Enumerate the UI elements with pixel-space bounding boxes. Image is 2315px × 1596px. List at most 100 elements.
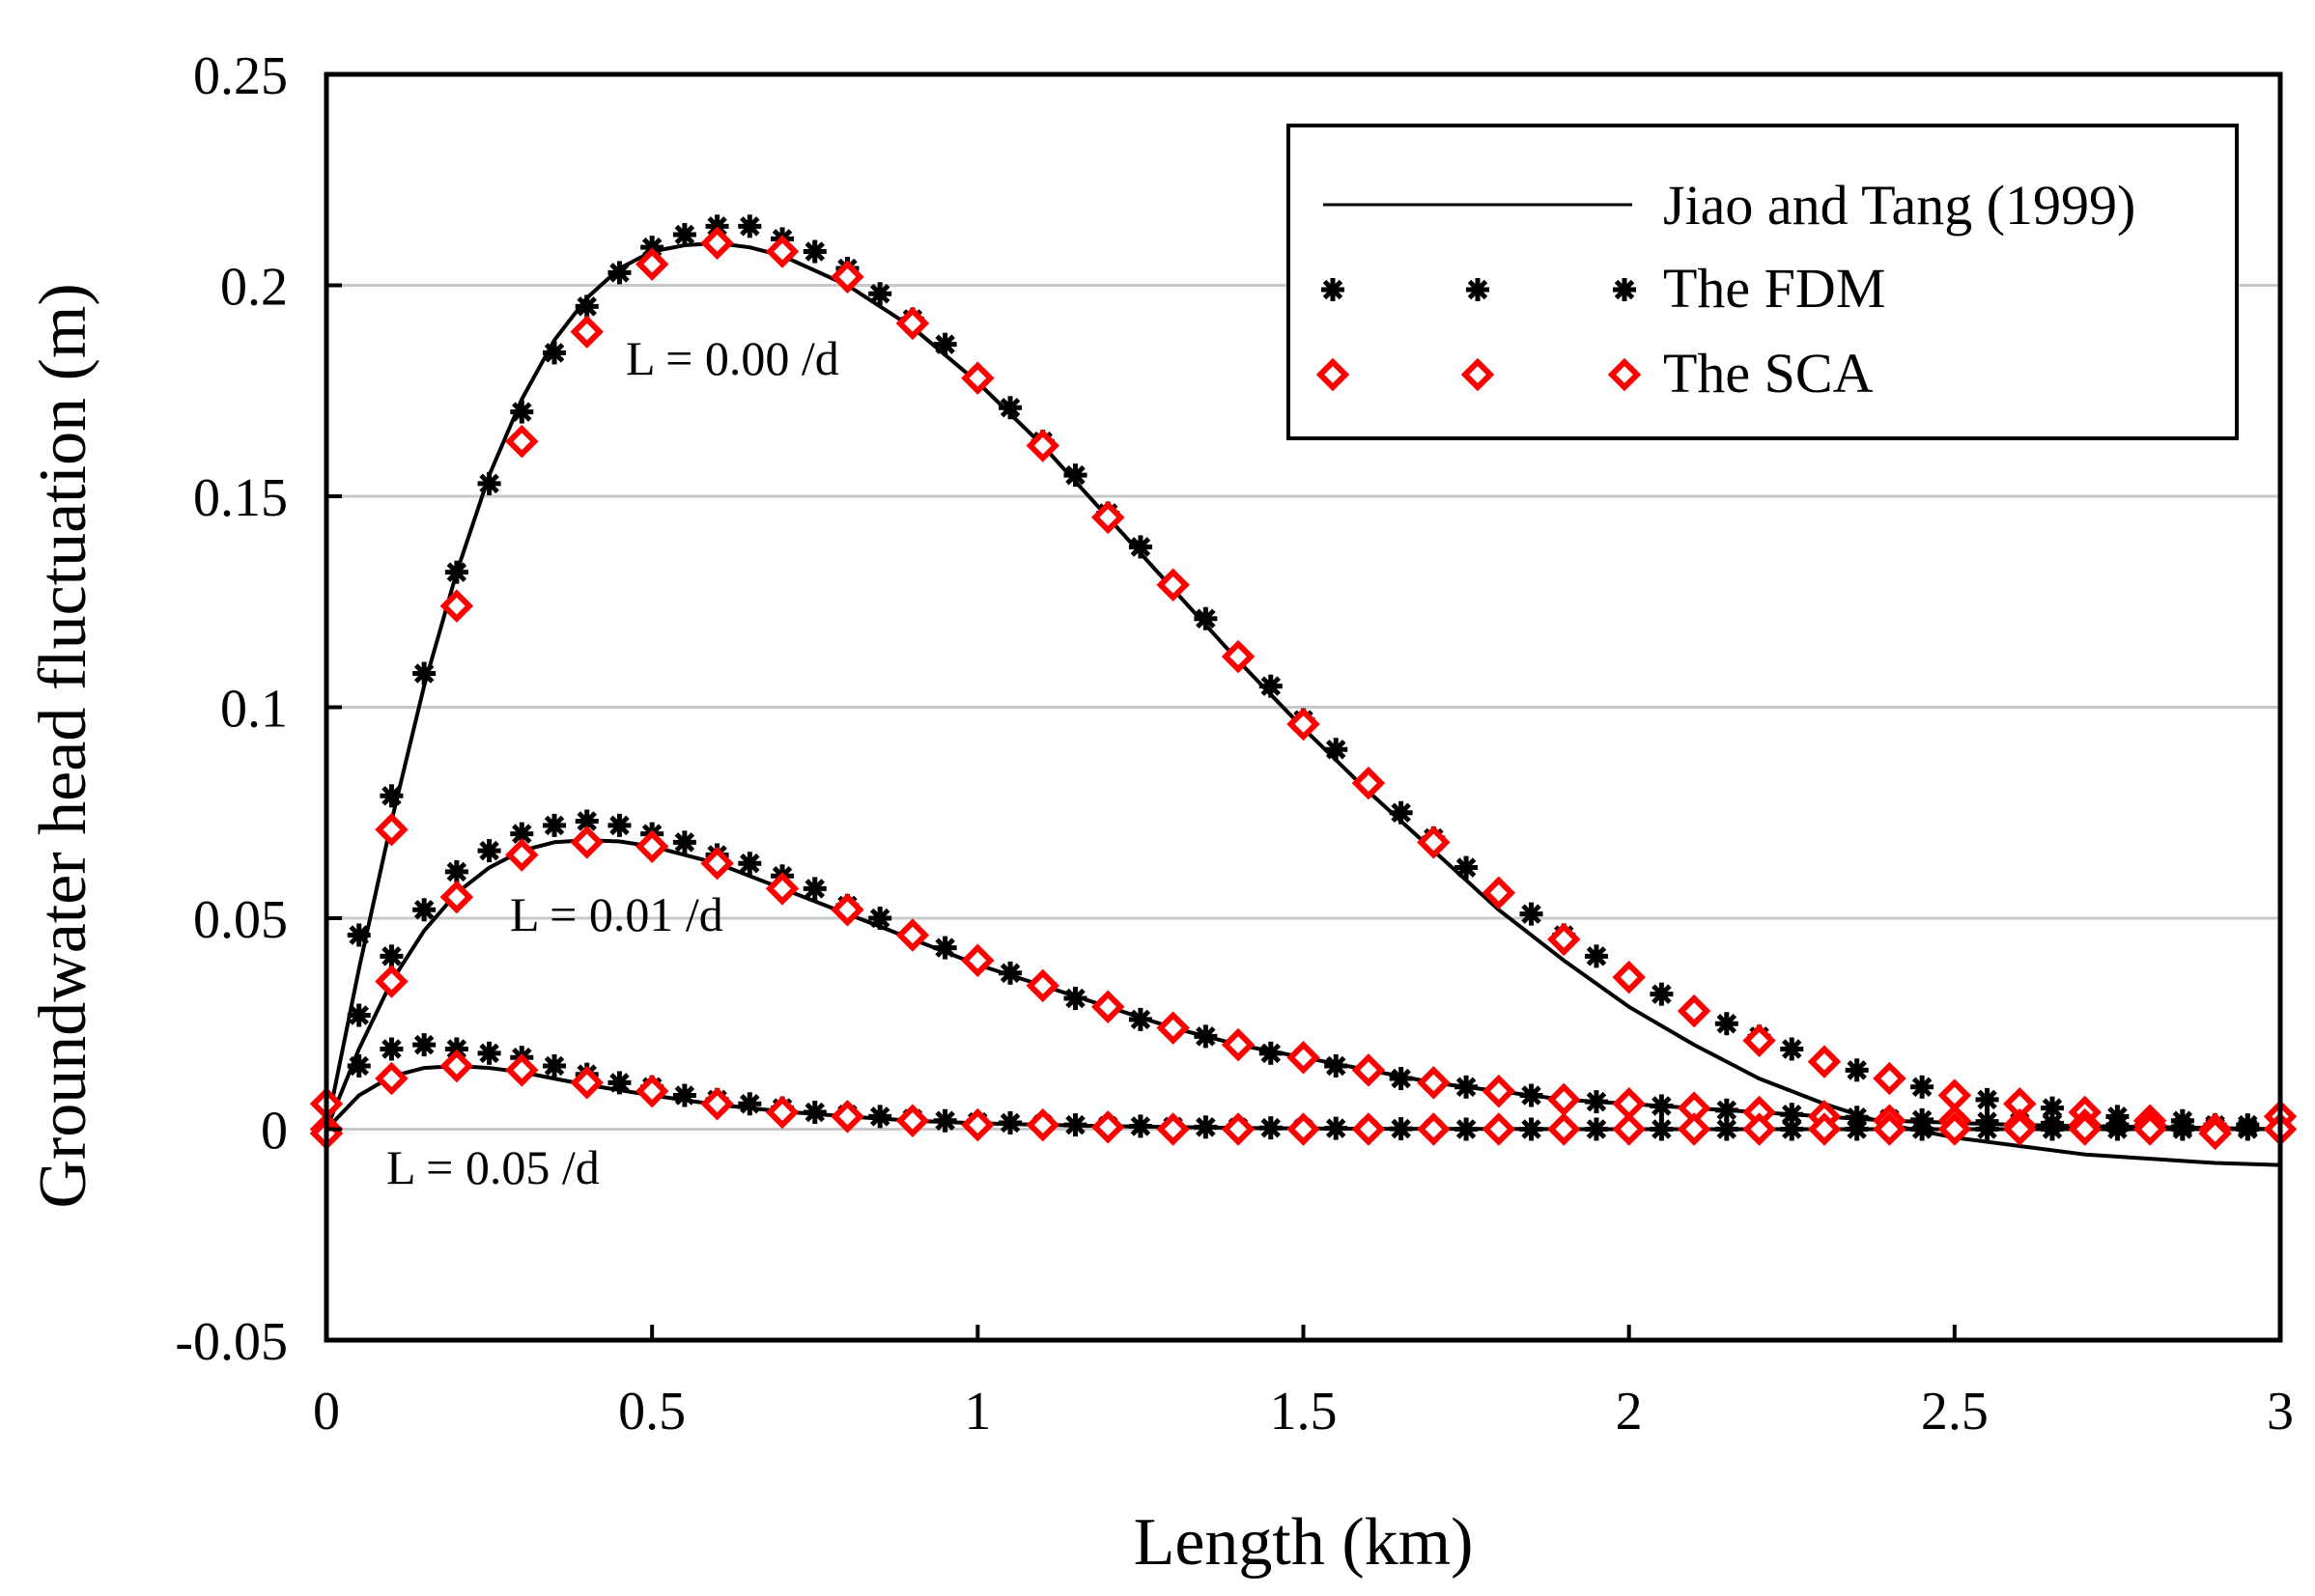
fdm-point-l-0-01-d-core (451, 866, 462, 877)
fdm-point-l-0-00-d-core (1005, 403, 1016, 413)
sca-point-l-0-05-d (439, 1049, 474, 1083)
sca-point-l-0-05-d (2003, 1112, 2037, 1146)
sca-point-l-0-05-d (1742, 1112, 1776, 1146)
fdm-point-l-0-05-d-core (550, 1060, 560, 1071)
y-tick-label: 0.15 (193, 468, 288, 528)
fdm-point-l-0-01-d-core (875, 913, 886, 923)
fdm-point-l-0-00-d-core (1461, 862, 1472, 873)
fdm-point-l-0-00-d (1714, 1012, 1738, 1036)
fdm-point-l-0-01-d-core (484, 846, 494, 856)
fdm-point-l-0-05-d-core (1787, 1124, 1797, 1134)
sca-point-l-0-01-d (831, 893, 864, 927)
fdm-point-l-0-00-d (672, 223, 696, 247)
fdm-point-l-0-05-d (2170, 1117, 2194, 1141)
fdm-point-l-0-05-d-core (1331, 1123, 1341, 1134)
fdm-point-l-0-00-d-core (940, 339, 950, 350)
sca-point-l-0-05-d (1417, 1112, 1451, 1146)
fdm-point-l-0-05-d-core (484, 1048, 494, 1058)
fdm-point-l-0-00-d (705, 214, 729, 238)
sca-point-l-0-00-d (1677, 994, 1711, 1028)
annotation-l-0-05: L = 0.05 /d (386, 1140, 600, 1194)
x-tick-label: 2.5 (1921, 1382, 1989, 1442)
fdm-point-l-0-05-d (1584, 1117, 1608, 1141)
fdm-point-l-0-05-d-core (353, 1060, 364, 1071)
fdm-point-l-0-05-d-core (2177, 1124, 2188, 1134)
fdm-point-l-0-00-d (933, 332, 957, 356)
fdm-point-l-0-01-d-core (1591, 1097, 1601, 1107)
fdm-point-l-0-01-d (933, 936, 957, 960)
sca-point-l-0-05-d (1937, 1112, 1972, 1146)
y-tick-label: 0.1 (220, 680, 288, 740)
fdm-point-l-0-05-d-core (875, 1111, 886, 1122)
fdm-point-l-0-05-d (1324, 1116, 1348, 1140)
fdm-point-l-0-00-d (1910, 1075, 1934, 1099)
sca-point-l-0-00-d (1873, 1061, 1906, 1096)
fdm-point-l-0-00-d (1063, 463, 1087, 488)
legend-sca-samples (1315, 357, 1642, 392)
fdm-point-l-0-01-d (1063, 987, 1087, 1011)
sca-point-l-0-05-d (700, 1087, 734, 1121)
fdm-point-l-0-00-d-core (1591, 951, 1601, 962)
legend-fdm-marker (1613, 278, 1636, 301)
fdm-point-l-0-01-d (510, 822, 534, 846)
fdm-point-l-0-01-d-core (809, 883, 820, 894)
fdm-point-l-0-05-d (1194, 1115, 1218, 1139)
fdm-point-l-0-01-d (1519, 1083, 1543, 1107)
fdm-point-l-0-00-d-core (1851, 1065, 1862, 1076)
fdm-point-l-0-05-d (543, 1053, 567, 1078)
fdm-point-l-0-05-d (868, 1105, 892, 1129)
fdm-point-l-0-05-d (2040, 1117, 2064, 1141)
fdm-point-l-0-05-d-core (386, 1044, 397, 1054)
fdm-point-l-0-05-d (999, 1110, 1023, 1134)
fdm-point-l-0-00-d-core (1331, 744, 1341, 755)
sca-point-l-0-00-d (570, 315, 604, 349)
fdm-point-l-0-05-d (1650, 1117, 1674, 1141)
fdm-point-l-0-00-d-core (353, 930, 364, 940)
fdm-point-l-0-05-d-core (1200, 1122, 1211, 1133)
sca-point-l-0-05-d (831, 1100, 864, 1134)
legend-fdm-marker-core (1328, 285, 1338, 294)
fdm-point-l-0-05-d (2105, 1117, 2130, 1141)
sca-point-l-0-01-d (375, 965, 409, 998)
sca-point-l-0-01-d (570, 826, 604, 859)
sca-point-l-0-01-d (700, 846, 734, 881)
fdm-point-l-0-01-d (1389, 1067, 1413, 1091)
fdm-point-l-0-01-d (672, 830, 696, 854)
fdm-point-l-0-00-d-core (1656, 989, 1667, 999)
fdm-point-l-0-00-d (477, 471, 501, 495)
legend-label-jiao-tang: Jiao and Tang (1999) (1663, 174, 2135, 237)
fdm-point-l-0-00-d-core (614, 267, 625, 278)
fdm-point-l-0-01-d-core (1005, 967, 1016, 978)
fdm-point-l-0-01-d-core (940, 942, 950, 953)
fdm-point-l-0-00-d-core (2047, 1103, 2057, 1113)
fdm-point-l-0-05-d-core (2047, 1124, 2057, 1134)
fdm-point-l-0-00-d-core (875, 289, 886, 299)
fdm-point-l-0-05-d (1258, 1116, 1283, 1140)
sca-point-l-0-00-d (765, 235, 800, 268)
y-tick-label: 0 (261, 1102, 288, 1162)
y-tick-label: 0.25 (193, 46, 288, 106)
sca-point-l-0-00-d (700, 226, 734, 261)
fdm-point-l-0-01-d-core (679, 837, 690, 848)
fdm-point-l-0-05-d-core (1265, 1123, 1276, 1134)
fdm-point-l-0-05-d-core (1396, 1124, 1406, 1134)
fdm-point-l-0-00-d (868, 282, 892, 306)
sca-point-l-0-05-d (1221, 1112, 1256, 1146)
x-tick-label: 1 (964, 1382, 991, 1442)
fdm-point-l-0-00-d-core (1135, 542, 1145, 552)
sca-point-l-0-01-d (1482, 1074, 1516, 1108)
sca-point-l-0-01-d (1090, 990, 1125, 1024)
fdm-point-l-0-05-d-core (1461, 1124, 1472, 1134)
x-tick-label: 0.5 (618, 1382, 686, 1442)
fdm-point-l-0-01-d-core (581, 816, 592, 826)
fdm-point-l-0-00-d (347, 923, 371, 947)
legend-fdm-samples (1321, 278, 1636, 301)
fdm-point-l-0-00-d-core (745, 221, 755, 232)
fdm-point-l-0-05-d-core (940, 1115, 950, 1126)
fdm-point-l-0-00-d (1454, 855, 1479, 880)
fdm-point-l-0-00-d (1975, 1087, 1999, 1111)
sca-point-l-0-00-d (1546, 922, 1581, 957)
sca-point-l-0-00-d (1807, 1045, 1842, 1078)
sca-point-l-0-05-d (765, 1095, 800, 1130)
